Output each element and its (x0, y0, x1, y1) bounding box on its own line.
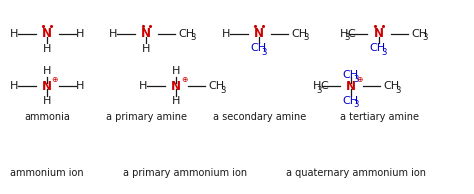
Text: H: H (312, 81, 321, 91)
Text: H: H (222, 29, 231, 39)
Text: CH: CH (370, 43, 386, 53)
Text: CH: CH (342, 95, 358, 106)
Text: ammonia: ammonia (24, 112, 70, 122)
Text: H: H (76, 29, 84, 39)
Text: CH: CH (383, 81, 400, 91)
Text: CH: CH (250, 43, 266, 53)
Text: a primary ammonium ion: a primary ammonium ion (123, 168, 247, 178)
Text: H: H (43, 44, 51, 54)
Text: 3: 3 (303, 33, 309, 42)
Text: 3: 3 (220, 86, 226, 94)
Text: ammonium ion: ammonium ion (10, 168, 84, 178)
Text: H: H (10, 29, 18, 39)
Text: 3: 3 (395, 86, 401, 94)
Text: 3: 3 (190, 33, 195, 42)
Text: N: N (141, 27, 151, 40)
Text: H: H (43, 96, 51, 106)
Text: CH: CH (342, 70, 358, 81)
Text: 3: 3 (423, 33, 428, 42)
Text: N: N (171, 80, 181, 93)
Text: a primary amine: a primary amine (106, 112, 187, 122)
Text: a tertiary amine: a tertiary amine (339, 112, 419, 122)
Text: a quaternary ammonium ion: a quaternary ammonium ion (286, 168, 426, 178)
Text: H: H (340, 29, 348, 39)
Text: CH: CH (179, 29, 195, 39)
Text: ⊕: ⊕ (52, 75, 58, 84)
Text: CH: CH (209, 81, 225, 91)
Text: H: H (142, 44, 150, 54)
Text: 3: 3 (316, 86, 322, 94)
Text: 3: 3 (344, 33, 349, 42)
Text: 3: 3 (354, 75, 359, 84)
Text: N: N (42, 80, 52, 93)
Text: ⊕: ⊕ (356, 75, 363, 84)
Text: 3: 3 (354, 100, 359, 109)
Text: 3: 3 (262, 48, 267, 57)
Text: ⊕: ⊕ (181, 75, 187, 84)
Text: 3: 3 (381, 48, 387, 57)
Text: C: C (348, 29, 356, 39)
Text: H: H (139, 81, 147, 91)
Text: N: N (374, 27, 384, 40)
Text: N: N (254, 27, 264, 40)
Text: H: H (43, 66, 51, 76)
Text: a secondary amine: a secondary amine (212, 112, 306, 122)
Text: N: N (42, 27, 52, 40)
Text: H: H (172, 66, 180, 76)
Text: H: H (10, 81, 18, 91)
Text: CH: CH (411, 29, 428, 39)
Text: C: C (320, 81, 328, 91)
Text: CH: CH (292, 29, 308, 39)
Text: H: H (109, 29, 118, 39)
Text: N: N (346, 80, 356, 93)
Text: H: H (76, 81, 84, 91)
Text: H: H (172, 96, 180, 106)
